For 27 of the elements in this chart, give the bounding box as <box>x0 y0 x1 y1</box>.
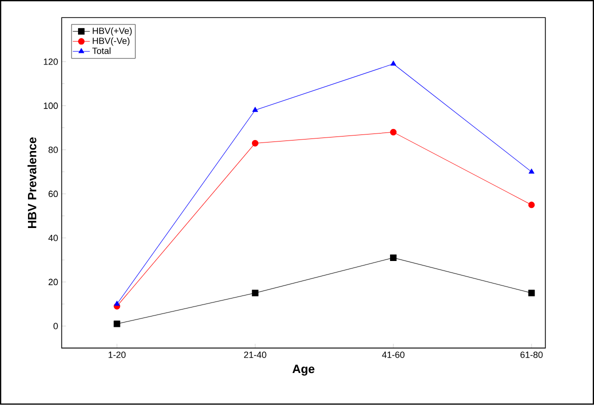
point <box>252 290 258 296</box>
y-tick-label: 40 <box>48 234 58 242</box>
x-axis-title: Age <box>292 364 314 376</box>
x-tick-label: 61-80 <box>520 352 543 358</box>
x-tick-label: 41-60 <box>382 352 404 358</box>
point <box>390 129 397 136</box>
x-tick-label: 1-20 <box>108 352 126 358</box>
point <box>528 290 535 296</box>
legend-label: Total <box>92 48 110 54</box>
point <box>252 140 258 147</box>
y-tick-label: 20 <box>48 278 58 286</box>
point <box>528 202 535 208</box>
point <box>528 168 534 174</box>
point <box>114 300 120 306</box>
y-tick-label: 80 <box>48 146 58 154</box>
point <box>252 107 258 112</box>
legend-label: HBV(-Ve) <box>92 38 130 46</box>
point <box>390 60 396 66</box>
point <box>390 254 397 262</box>
point <box>114 320 120 328</box>
x-tick-label: 21-40 <box>244 352 266 358</box>
y-tick-label: 60 <box>48 190 58 198</box>
y-tick-label: 0 <box>54 322 58 330</box>
y-tick-label: 120 <box>44 58 58 65</box>
y-axis-title: HBV Prevalence <box>28 137 36 228</box>
y-tick-label: 100 <box>44 102 58 110</box>
legend-label: HBV(+Ve) <box>92 28 132 36</box>
